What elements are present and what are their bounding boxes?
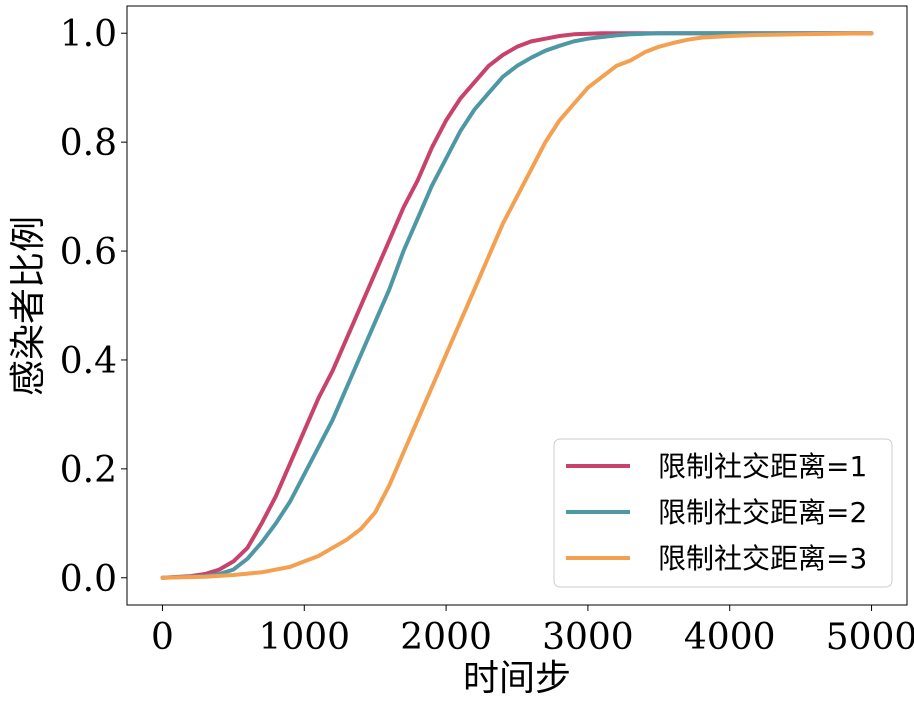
- y-axis: 0.0 0.2 0.4 0.6 0.8 1.0: [60, 14, 127, 600]
- y-tick-label: 0.8: [60, 123, 117, 164]
- x-tick-label: 3000: [542, 617, 634, 658]
- x-tick-label: 2000: [400, 617, 492, 658]
- legend-label-1: 限制社交距离=1: [658, 450, 867, 483]
- series-line-3: [160, 31, 874, 580]
- x-tick-label: 5000: [826, 617, 914, 658]
- legend-box: [553, 438, 893, 588]
- y-tick-label: 1.0: [60, 14, 117, 55]
- series-line-1: [160, 31, 874, 580]
- x-tick-label: 0: [151, 617, 174, 658]
- y-tick-label: 0.4: [60, 341, 117, 382]
- legend-label-2: 限制社交距离=2: [658, 496, 867, 529]
- legend: 限制社交距离=1 限制社交距离=2 限制社交距离=3: [553, 438, 893, 588]
- legend-label-3: 限制社交距离=3: [658, 542, 867, 575]
- series-lines: [160, 31, 874, 580]
- x-axis: 0 1000 2000 3000 4000 5000: [151, 605, 914, 658]
- y-axis-label: 感染者比例: [8, 216, 49, 396]
- y-tick-label: 0.2: [60, 450, 117, 491]
- plot-frame: [126, 5, 908, 606]
- y-tick-label: 0.6: [60, 232, 117, 273]
- x-tick-label: 1000: [258, 617, 350, 658]
- x-tick-label: 4000: [684, 617, 776, 658]
- y-tick-label: 0.0: [60, 559, 117, 600]
- series-line-2: [160, 31, 874, 580]
- x-axis-label: 时间步: [463, 658, 571, 699]
